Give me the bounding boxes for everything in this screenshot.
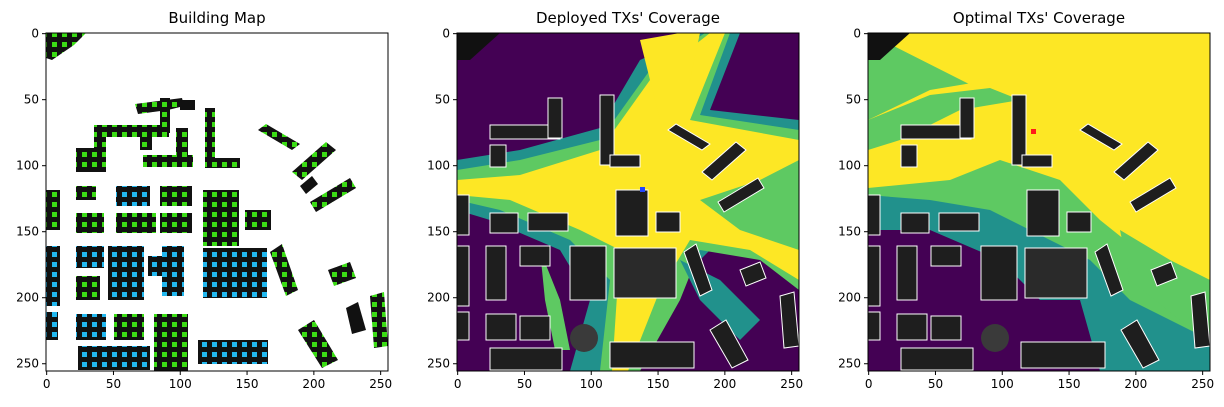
x-tick-label: 200 (713, 377, 736, 391)
y-tick-label: 200 (16, 291, 39, 305)
x-tick-label: 50 (928, 377, 943, 391)
x-tick-label: 200 (1124, 377, 1147, 391)
y-tick-label: 50 (846, 93, 861, 107)
y-tick-label: 250 (838, 357, 861, 371)
y-tick-label: 150 (427, 225, 450, 239)
y-tick-label: 0 (31, 27, 39, 41)
x-tick-label: 250 (369, 377, 392, 391)
x-axis-ticks: 0 50 100 150 200 250 (454, 371, 803, 391)
coverage-heatmap (457, 33, 799, 371)
x-tick-label: 150 (236, 377, 259, 391)
x-tick-label: 0 (865, 377, 873, 391)
panel-title: Deployed TXs' Coverage (536, 9, 720, 27)
x-tick-label: 150 (1058, 377, 1081, 391)
x-tick-label: 250 (1191, 377, 1214, 391)
x-tick-label: 100 (580, 377, 603, 391)
x-tick-label: 0 (43, 377, 51, 391)
deployed-tx-marker (640, 187, 645, 192)
panel-deployed-coverage: Deployed TXs' Coverage (427, 9, 803, 391)
x-tick-label: 150 (647, 377, 670, 391)
y-tick-label: 100 (838, 159, 861, 173)
y-tick-label: 0 (442, 27, 450, 41)
x-tick-label: 50 (517, 377, 532, 391)
y-tick-label: 50 (435, 93, 450, 107)
y-tick-label: 50 (24, 93, 39, 107)
x-tick-label: 250 (780, 377, 803, 391)
x-tick-label: 0 (454, 377, 462, 391)
y-tick-label: 100 (427, 159, 450, 173)
y-tick-label: 250 (427, 357, 450, 371)
y-tick-label: 200 (427, 291, 450, 305)
y-tick-label: 0 (853, 27, 861, 41)
y-tick-label: 200 (838, 291, 861, 305)
y-tick-label: 150 (16, 225, 39, 239)
panel-title: Building Map (168, 9, 265, 27)
optimal-tx-marker (1031, 129, 1036, 134)
coverage-heatmap (868, 33, 1210, 371)
y-axis-ticks: 0 50 100 150 200 250 (427, 27, 457, 371)
x-axis-ticks: 0 50 100 150 200 250 (43, 371, 392, 391)
panel-building-map: Building Map (16, 9, 392, 391)
x-tick-label: 100 (169, 377, 192, 391)
y-tick-label: 100 (16, 159, 39, 173)
panel-optimal-coverage: Optimal TXs' Coverage (838, 9, 1214, 391)
x-tick-label: 100 (991, 377, 1014, 391)
x-axis-ticks: 0 50 100 150 200 250 (865, 371, 1214, 391)
y-axis-ticks: 0 50 100 150 200 250 (838, 27, 868, 371)
y-axis-ticks: 0 50 100 150 200 250 (16, 27, 46, 371)
building-layer (46, 33, 388, 371)
x-tick-label: 200 (302, 377, 325, 391)
y-tick-label: 250 (16, 357, 39, 371)
panel-title: Optimal TXs' Coverage (953, 9, 1125, 27)
y-tick-label: 150 (838, 225, 861, 239)
x-tick-label: 50 (106, 377, 121, 391)
